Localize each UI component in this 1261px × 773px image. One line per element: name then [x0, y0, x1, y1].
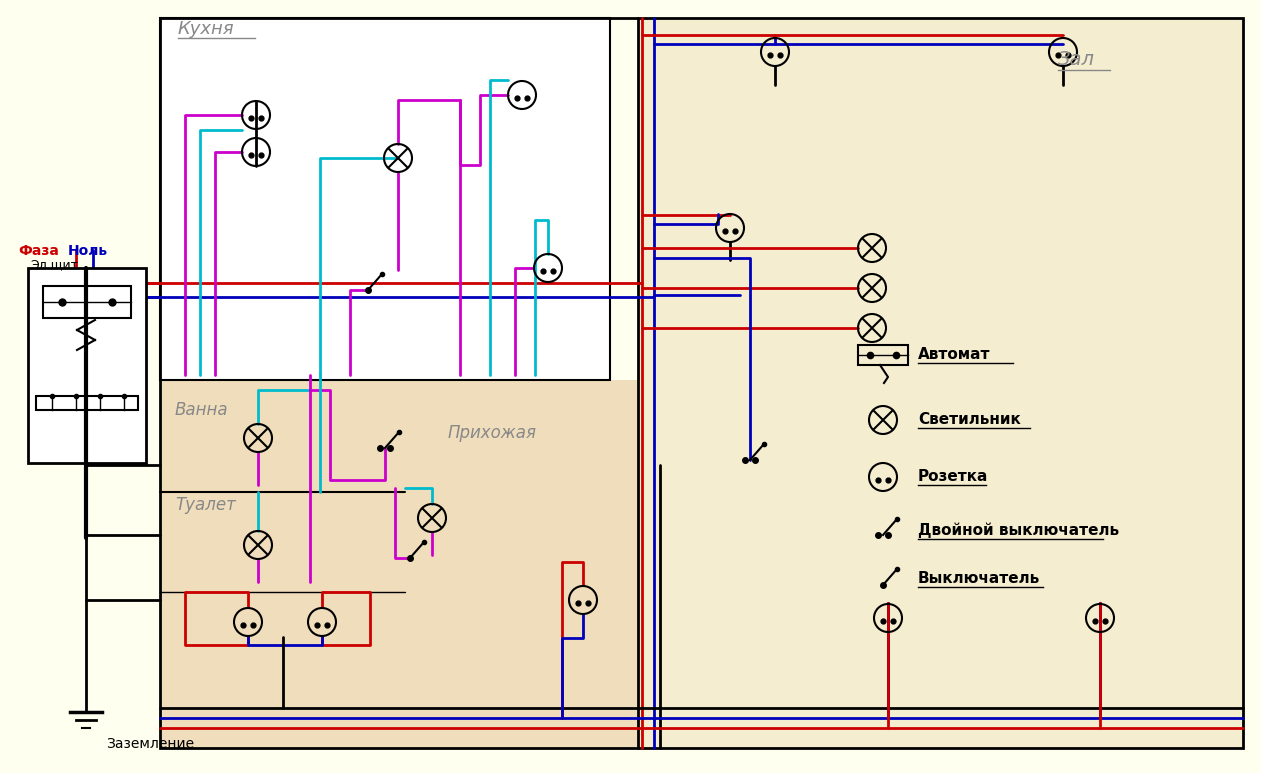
Bar: [160, 380, 638, 748]
Text: Заземление: Заземление: [106, 737, 194, 751]
Bar: [28, 268, 146, 463]
Text: Прихожая: Прихожая: [448, 424, 537, 442]
Text: Двойной выключатель: Двойной выключатель: [918, 523, 1119, 538]
Bar: [37, 396, 137, 410]
Text: Туалет: Туалет: [175, 496, 236, 514]
Bar: [43, 286, 131, 318]
Text: Автомат: Автомат: [918, 347, 990, 362]
Text: Кухня: Кухня: [178, 20, 235, 38]
Text: Светильник: Светильник: [918, 412, 1020, 427]
Bar: [638, 18, 1243, 748]
Text: Зал: Зал: [1058, 50, 1095, 69]
Text: Эл.щит: Эл.щит: [30, 258, 78, 271]
Text: Фаза: Фаза: [18, 244, 59, 258]
Bar: [160, 18, 610, 380]
Bar: [857, 345, 908, 365]
Bar: [160, 18, 610, 380]
Text: Розетка: Розетка: [918, 469, 989, 484]
Text: Ванна: Ванна: [175, 401, 228, 419]
Bar: [160, 18, 1243, 748]
Text: Ноль: Ноль: [68, 244, 108, 258]
Text: Выключатель: Выключатель: [918, 571, 1040, 586]
